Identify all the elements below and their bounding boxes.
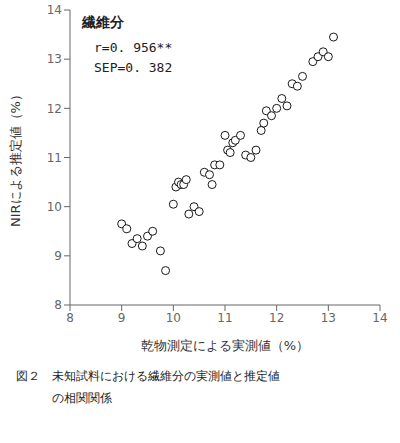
svg-text:12: 12 <box>269 311 284 325</box>
html-text:の相関関係: の相関関係 <box>16 391 112 405</box>
html-text:SEP=0. 382: SEP=0. 382 <box>94 60 173 75</box>
html-text:図２ 未知試料における繊維分の実測値と推定値: 図２ 未知試料における繊維分の実測値と推定値 <box>16 369 280 383</box>
svg-text:14: 14 <box>47 3 62 17</box>
svg-text:8: 8 <box>66 311 74 325</box>
html-text:r=0. 956**: r=0. 956** <box>94 40 173 55</box>
svg-text:11: 11 <box>47 151 62 165</box>
svg-text:9: 9 <box>54 249 62 263</box>
svg-text:乾物測定による実測値（%）: 乾物測定による実測値（%） <box>141 338 309 353</box>
svg-text:11: 11 <box>217 311 232 325</box>
svg-text:13: 13 <box>321 311 336 325</box>
svg-text:12: 12 <box>47 102 62 116</box>
svg-text:8: 8 <box>54 298 62 312</box>
svg-text:13: 13 <box>47 52 62 66</box>
svg-text:NIRによる推定値（%）: NIRによる推定値（%） <box>8 88 23 227</box>
svg-text:10: 10 <box>166 311 181 325</box>
html-text:繊維分: 繊維分 <box>82 14 124 30</box>
svg-text:9: 9 <box>118 311 126 325</box>
svg-text:10: 10 <box>47 200 62 214</box>
svg-text:14: 14 <box>372 311 387 325</box>
